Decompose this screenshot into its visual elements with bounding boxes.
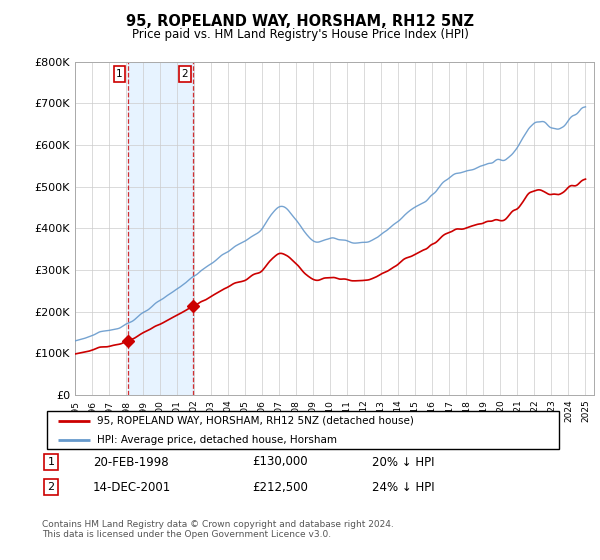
Text: 20-FEB-1998: 20-FEB-1998	[93, 455, 169, 469]
Text: 1: 1	[47, 457, 55, 467]
Text: 24% ↓ HPI: 24% ↓ HPI	[372, 480, 434, 494]
Text: 2: 2	[181, 69, 188, 79]
Text: 2: 2	[47, 482, 55, 492]
Text: Contains HM Land Registry data © Crown copyright and database right 2024.
This d: Contains HM Land Registry data © Crown c…	[42, 520, 394, 539]
Text: 95, ROPELAND WAY, HORSHAM, RH12 5NZ: 95, ROPELAND WAY, HORSHAM, RH12 5NZ	[126, 14, 474, 29]
FancyBboxPatch shape	[47, 411, 559, 449]
Text: £130,000: £130,000	[252, 455, 308, 469]
Text: 1: 1	[116, 69, 123, 79]
Bar	[128, 62, 193, 395]
Text: HPI: Average price, detached house, Horsham: HPI: Average price, detached house, Hors…	[97, 435, 337, 445]
Text: £212,500: £212,500	[252, 480, 308, 494]
Text: 95, ROPELAND WAY, HORSHAM, RH12 5NZ (detached house): 95, ROPELAND WAY, HORSHAM, RH12 5NZ (det…	[97, 416, 415, 426]
Text: 20% ↓ HPI: 20% ↓ HPI	[372, 455, 434, 469]
Text: 14-DEC-2001: 14-DEC-2001	[93, 480, 171, 494]
Text: Price paid vs. HM Land Registry's House Price Index (HPI): Price paid vs. HM Land Registry's House …	[131, 28, 469, 41]
